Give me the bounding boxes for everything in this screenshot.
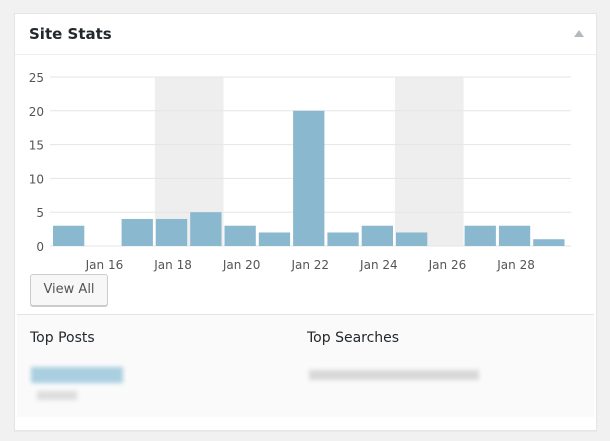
x-tick-label: Jan 28: [496, 258, 535, 272]
view-all-button[interactable]: View All: [30, 274, 108, 306]
y-tick-label: 0: [36, 240, 44, 254]
top-posts-title: Top Posts: [30, 330, 95, 346]
x-tick-label: Jan 24: [359, 258, 398, 272]
bar-jan-17: [121, 218, 153, 246]
bar-jan-20: [224, 225, 256, 246]
x-tick-label: Jan 20: [222, 258, 261, 272]
top-posts-blurred-link[interactable]: [31, 367, 123, 383]
collapse-triangle-icon[interactable]: [574, 30, 584, 37]
top-searches-title: Top Searches: [307, 330, 400, 346]
x-tick-label: Jan 16: [85, 258, 124, 272]
top-searches-blurred-text: [309, 370, 479, 380]
y-tick-label: 25: [29, 71, 44, 85]
site-stats-widget: Site Stats 0 5 10 15 20 25 Jan 16 Jan 18 Jan 20 J…: [14, 13, 597, 431]
bar-jan-28: [498, 225, 531, 246]
x-tick-label: Jan 22: [290, 258, 329, 272]
y-tick-label: 5: [36, 206, 44, 220]
bar-jan-18: [155, 218, 188, 246]
weekend-shade: [395, 77, 464, 246]
bar-jan-21: [258, 232, 291, 246]
bar-jan-25: [396, 232, 428, 246]
y-tick-label: 20: [29, 105, 44, 119]
y-tick-label: 15: [29, 139, 44, 153]
bar-jan-23: [327, 232, 359, 246]
bar-jan-19: [190, 212, 222, 246]
widget-title: Site Stats: [29, 25, 112, 43]
bar-jan-27: [464, 225, 496, 246]
bar-jan-22: [293, 110, 325, 246]
x-tick-label: Jan 26: [428, 258, 467, 272]
y-tick-label: 10: [29, 172, 44, 186]
x-tick-label: Jan 18: [153, 258, 192, 272]
bar-jan-15: [53, 225, 85, 246]
stats-chart: 0 5 10 15 20 25 Jan 16 Jan 18 Jan 20 Jan 22 Jan 24…: [29, 71, 571, 272]
bar-jan-29: [533, 239, 565, 246]
stats-summary: Top Posts Top Searches: [17, 314, 594, 417]
widget-header[interactable]: Site Stats: [15, 14, 596, 55]
bar-jan-24: [361, 225, 393, 246]
top-posts-blurred-count: [37, 391, 77, 400]
